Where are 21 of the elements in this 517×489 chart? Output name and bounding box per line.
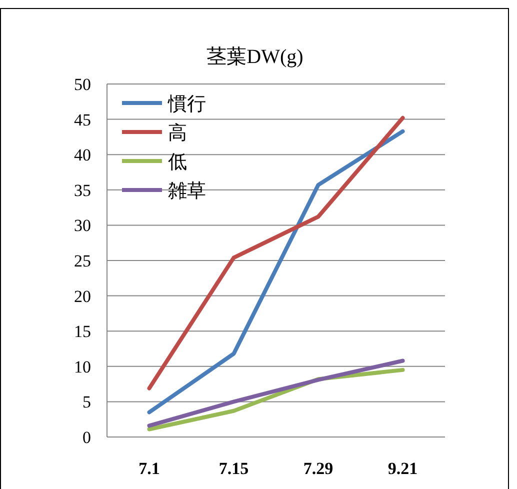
y-tick-label: 20: [74, 286, 91, 306]
y-tick-label: 30: [74, 216, 91, 236]
x-tick-label: 7.29: [303, 459, 334, 478]
legend-label: 雑草: [168, 181, 206, 202]
y-tick-label: 15: [74, 322, 91, 342]
legend-label: 慣行: [167, 94, 206, 115]
legend-label: 低: [168, 152, 187, 173]
y-tick-label: 45: [74, 110, 91, 130]
y-tick-label: 40: [74, 146, 91, 165]
x-tick-label: 7.1: [138, 459, 160, 478]
x-tick-label: 7.15: [218, 459, 249, 478]
y-tick-label: 0: [82, 428, 91, 447]
y-tick-label: 50: [74, 75, 91, 94]
chart-title: 茎葉DW(g): [206, 46, 304, 68]
y-tick-label: 25: [74, 252, 91, 270]
y-tick-label: 10: [74, 357, 91, 376]
line-series: [147, 358, 405, 428]
legend-label: 高: [168, 122, 187, 144]
x-tick-label: 9.21: [388, 459, 418, 478]
y-tick-label: 35: [74, 180, 91, 200]
y-tick-label: 5: [82, 392, 91, 412]
